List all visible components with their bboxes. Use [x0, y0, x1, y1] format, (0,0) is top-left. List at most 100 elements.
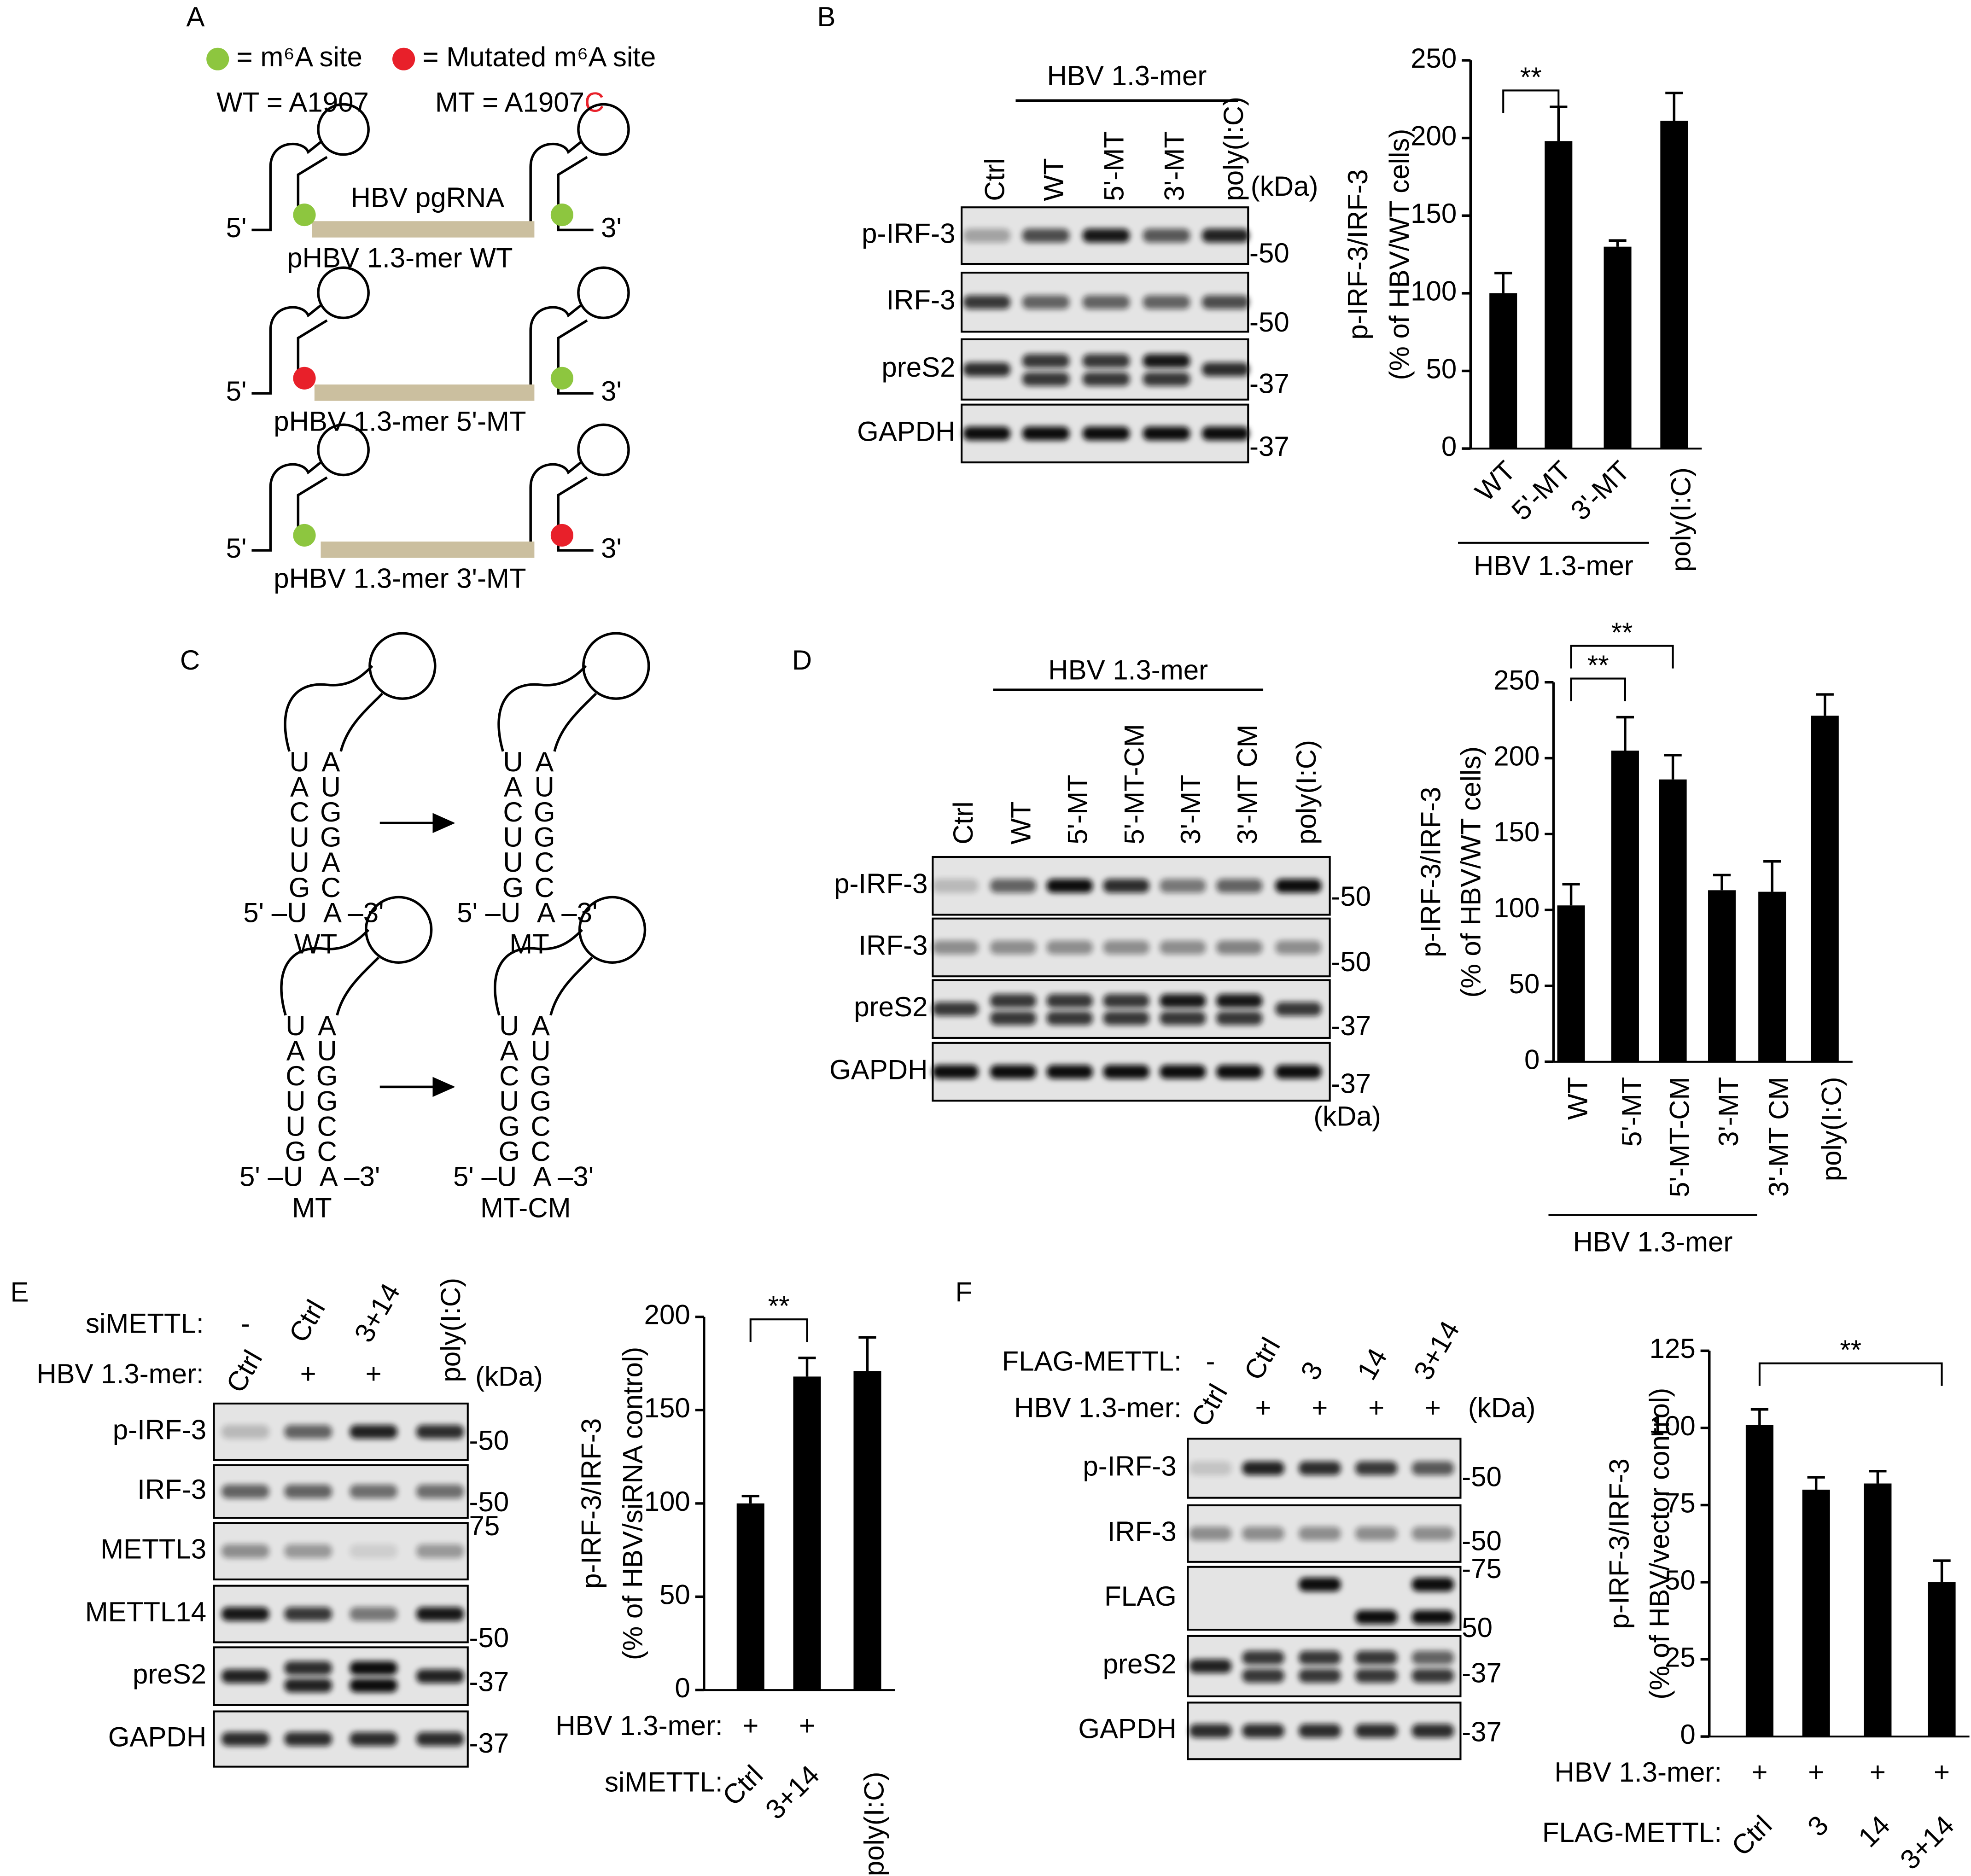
lane-label: poly(I:C)	[1218, 97, 1249, 201]
x-tick-label: poly(I:C)	[1816, 1077, 1847, 1182]
condition-cell: 3+14	[348, 1278, 406, 1347]
band	[1355, 1669, 1398, 1683]
condition-label: HBV 1.3-mer:	[36, 1358, 204, 1389]
band	[932, 1065, 979, 1079]
nucleotide: U	[289, 746, 309, 777]
y-tick-label: 100	[1493, 892, 1539, 923]
y-axis-title: p-IRF-3/IRF-3	[1604, 1458, 1635, 1629]
condition-cell: +	[1255, 1392, 1271, 1423]
rna-bar	[312, 221, 535, 238]
band	[1216, 940, 1263, 955]
lane-label: 5'-MT	[1062, 775, 1093, 844]
band	[963, 362, 1011, 377]
condition-label: HBV 1.3-mer:	[1555, 1757, 1722, 1788]
protein-label: preS2	[881, 352, 955, 383]
band	[284, 1425, 332, 1439]
bar	[736, 1503, 764, 1690]
lane-label: poly(I:C)	[1291, 740, 1322, 845]
size-marker: -37	[1462, 1717, 1502, 1748]
condition-cell: +	[1312, 1392, 1328, 1423]
condition-mark: +	[1751, 1757, 1767, 1788]
protein-label: GAPDH	[857, 416, 955, 447]
band	[284, 1678, 332, 1693]
error-bar	[798, 1357, 816, 1377]
significance-bracket	[1570, 645, 1674, 669]
band	[284, 1544, 332, 1558]
band	[1242, 1669, 1284, 1683]
y-tick-label: 0	[1680, 1719, 1695, 1750]
strand-end: 5' –U	[243, 897, 307, 928]
condition-mark: +	[742, 1710, 758, 1741]
y-axis-title: (% of HBV/vector control)	[1644, 1388, 1675, 1700]
band	[1242, 1724, 1284, 1738]
rna-bar	[314, 384, 535, 401]
band	[1082, 295, 1130, 309]
significance-label: **	[1840, 1334, 1861, 1365]
stem-loop	[549, 956, 593, 1016]
condition-cell: Ctrl	[1185, 1379, 1234, 1431]
size-marker: -75	[1462, 1553, 1502, 1584]
bar	[1611, 751, 1639, 1062]
band	[1022, 372, 1070, 386]
bar	[853, 1371, 881, 1690]
x-tick-label: 3'-MT	[1565, 455, 1636, 526]
strand-end: A –3'	[323, 897, 384, 928]
error-bar	[1933, 1559, 1951, 1583]
nucleotide: U	[289, 847, 309, 878]
condition-cell: Ctrl	[283, 1295, 331, 1347]
band	[416, 1425, 464, 1439]
lane-label: Ctrl	[979, 158, 1010, 201]
band	[1355, 1650, 1398, 1665]
unit-label: (kDa)	[475, 1361, 543, 1392]
band	[963, 426, 1011, 441]
band	[284, 1661, 332, 1675]
strand-end: 5' –U	[457, 897, 520, 928]
band	[1411, 1669, 1454, 1683]
nucleotide: U	[499, 1010, 519, 1041]
size-marker: 50	[1462, 1612, 1493, 1643]
x-tick-label: Ctrl	[1726, 1810, 1778, 1862]
stem-loop	[339, 693, 384, 752]
x-tick-label: poly(I:C)	[1665, 467, 1696, 572]
nucleotide: A	[321, 847, 340, 878]
band	[932, 1002, 979, 1016]
condition-cell: +	[300, 1358, 316, 1389]
band	[416, 1544, 464, 1558]
size-marker: -50	[1249, 238, 1289, 268]
bar	[1928, 1582, 1956, 1737]
band	[1103, 1011, 1149, 1025]
band	[1082, 228, 1130, 243]
three-prime: 3'	[601, 212, 622, 243]
nucleotide: U	[499, 1086, 519, 1117]
band	[1201, 426, 1249, 441]
nucleotide: G	[316, 1086, 338, 1117]
band	[1046, 879, 1093, 893]
stem-loop	[557, 319, 594, 395]
nucleotide: G	[530, 1060, 552, 1091]
band	[284, 1607, 332, 1621]
condition-cell: 3	[1295, 1356, 1329, 1385]
band	[1046, 994, 1093, 1008]
construct-label: pHBV 1.3-mer 3'-MT	[274, 563, 526, 594]
m6a-site	[550, 204, 573, 227]
loop	[577, 423, 630, 477]
unit-label: (kDa)	[1251, 171, 1318, 202]
blot-panel	[932, 979, 1331, 1039]
band	[1242, 1650, 1284, 1665]
band	[990, 1011, 1037, 1025]
stem-loop	[529, 141, 582, 222]
nucleotide: C	[321, 872, 341, 903]
nucleotide: G	[502, 872, 524, 903]
band	[1355, 1724, 1398, 1738]
nucleotide: G	[530, 1086, 552, 1117]
nucleotide: G	[534, 797, 555, 827]
legend-text: = Mutated m⁶A site	[423, 41, 656, 72]
m6a-site	[550, 367, 573, 390]
y-tick-label: 100	[644, 1486, 690, 1517]
nucleotide: C	[535, 872, 554, 903]
size-marker: -50	[1331, 946, 1371, 977]
bar	[1604, 246, 1632, 449]
nucleotide: U	[317, 1036, 337, 1066]
band	[1275, 879, 1322, 893]
bar	[1545, 141, 1573, 449]
